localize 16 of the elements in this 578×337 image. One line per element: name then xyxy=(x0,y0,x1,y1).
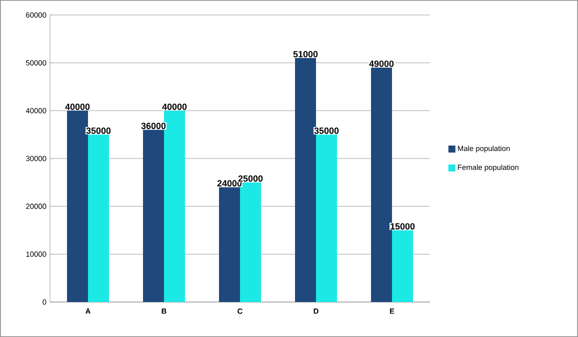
bar xyxy=(219,187,240,302)
data-label: 35000 xyxy=(86,128,111,134)
data-label: 49000 xyxy=(369,60,394,67)
data-label: 51000 xyxy=(293,51,318,58)
data-label: 40000 xyxy=(65,104,90,110)
data-label: 36000 xyxy=(141,122,166,130)
bar xyxy=(88,134,110,302)
data-label: 40000 xyxy=(162,104,187,110)
bar xyxy=(316,134,338,302)
data-label: 15000 xyxy=(390,223,415,230)
data-label: 25000 xyxy=(238,175,263,182)
bar xyxy=(164,110,186,302)
bar xyxy=(371,68,392,302)
data-label: 35000 xyxy=(314,128,339,134)
bar xyxy=(143,130,164,302)
bar xyxy=(392,230,414,302)
